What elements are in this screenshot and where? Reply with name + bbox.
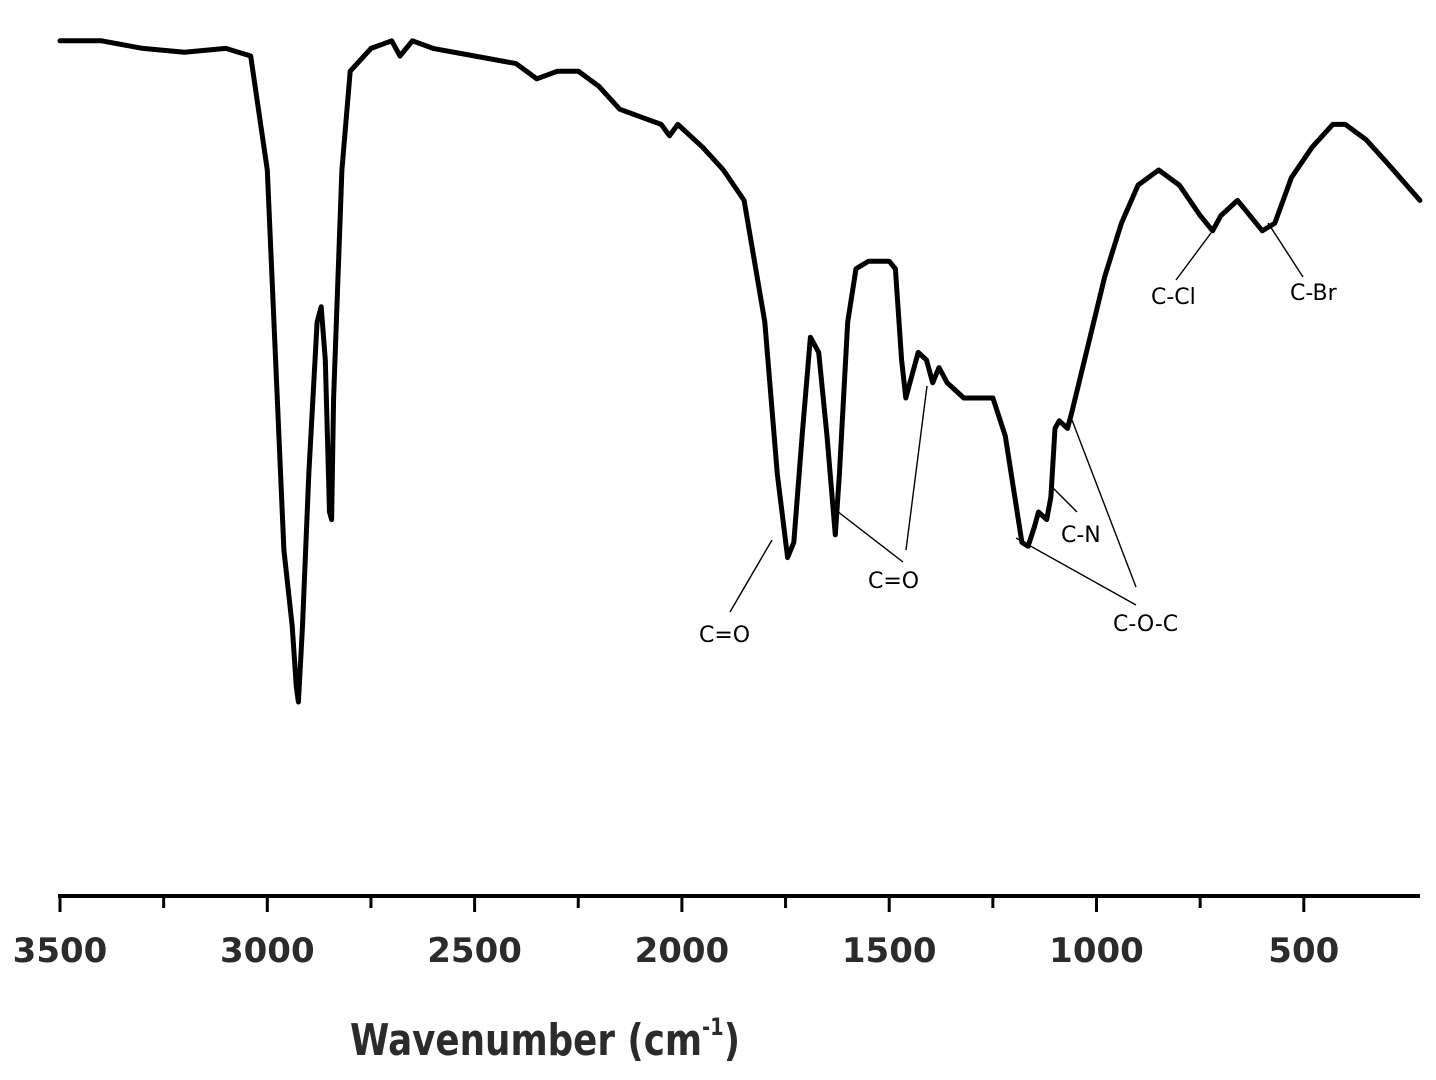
plot-area xyxy=(57,38,1423,705)
annotation-co-1: C=O xyxy=(699,623,750,648)
x-axis-ticks: 3500 3000 2500 2000 1500 1000 500 xyxy=(13,896,1339,971)
x-axis-label-superscript: -1 xyxy=(702,1013,724,1041)
x-axis: 3500 3000 2500 2000 1500 1000 500 Wavenumber (… xyxy=(13,894,1420,1066)
x-tick-label-1500: 1500 xyxy=(842,931,937,971)
annotation-line-cn xyxy=(1052,487,1078,513)
annotation-line-co-2b xyxy=(905,385,928,551)
x-tick-label-1000: 1000 xyxy=(1049,931,1144,971)
annotations: C=O C=O C-N C-O-C C-Cl C-Br xyxy=(699,222,1338,648)
annotation-ccl: C-Cl xyxy=(1151,285,1196,310)
spectrum-line xyxy=(57,38,1423,705)
annotation-cbr: C-Br xyxy=(1290,281,1338,306)
x-tick-label-3500: 3500 xyxy=(13,931,108,971)
x-tick-label-2000: 2000 xyxy=(635,931,730,971)
x-tick-label-2500: 2500 xyxy=(427,931,522,971)
annotation-line-ccl xyxy=(1175,232,1212,281)
annotation-line-coc-b xyxy=(1071,419,1137,588)
annotation-line-coc-a xyxy=(1015,537,1137,606)
annotation-line-cbr xyxy=(1267,222,1304,278)
x-axis-label-main: Wavenumber (cm xyxy=(350,1015,702,1066)
annotation-co-2: C=O xyxy=(868,569,919,594)
x-axis-label-close: ) xyxy=(724,1015,740,1066)
annotation-line-co-2a xyxy=(832,507,904,563)
annotation-coc: C-O-C xyxy=(1113,612,1178,637)
x-tick-label-500: 500 xyxy=(1268,931,1339,971)
x-tick-label-3000: 3000 xyxy=(220,931,315,971)
annotation-line-co-1 xyxy=(729,539,773,613)
annotation-cn: C-N xyxy=(1061,523,1101,548)
x-axis-label: Wavenumber (cm-1) xyxy=(350,1013,740,1066)
